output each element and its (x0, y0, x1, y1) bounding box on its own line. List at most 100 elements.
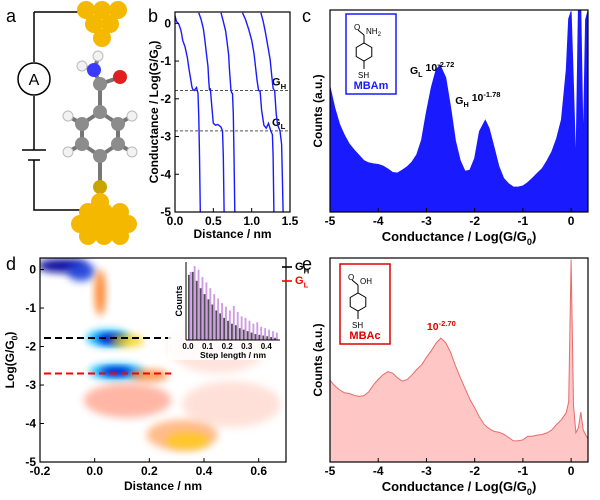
y-tick-label: -5 (160, 205, 171, 219)
bottom-group-label: SH (358, 71, 369, 80)
peak-label: GL 10-2.72 (410, 60, 454, 79)
ammeter-icon (17, 62, 51, 96)
inset-bar (187, 274, 190, 340)
inset-x-axis-label: Step length / nm (200, 350, 267, 360)
carbon-atom (93, 149, 107, 163)
heatmap-blob (165, 432, 210, 450)
inset-bar (270, 337, 273, 340)
inset-bar (238, 328, 241, 340)
molecule-inset (339, 263, 391, 345)
panel-label-c: c (302, 6, 311, 26)
conductance-trace (198, 12, 225, 213)
hydrogen-atom (92, 50, 104, 62)
oxygen-atom (113, 70, 127, 84)
histogram-area (329, 259, 589, 463)
inset-bar (195, 280, 198, 340)
x-tick-label: 0.0 (86, 464, 103, 478)
conductance-trace (241, 12, 275, 213)
inset-x-tick-label: 0.3 (241, 342, 253, 351)
hydrogen-atom (62, 110, 74, 122)
carbon-atom (75, 137, 89, 151)
top-group-label: OH (360, 277, 372, 286)
molecule-name: MBAm (354, 80, 389, 92)
gold-electrode-bottom (71, 193, 137, 245)
molecule-name: MBAc (349, 330, 380, 342)
panel-label-e: e (302, 254, 312, 274)
x-axis-label: Conductance / Log(G/G0) (382, 479, 537, 497)
heatmap-blob (94, 269, 106, 316)
inset-bar (207, 299, 210, 340)
heatmap-blob (182, 381, 281, 428)
carbonyl-o: O (354, 23, 360, 32)
inset-bar (213, 294, 216, 340)
carbonyl-o: O (348, 273, 354, 282)
y-tick-label: -4 (160, 167, 171, 181)
inset-bar (225, 306, 227, 340)
chart-c-histogram-mbam: -5 -4 -3 -2 -1 0 Conductance / Log(G/G0) Counts… (311, 9, 589, 247)
x-tick-label: 0.5 (205, 214, 222, 228)
x-axis-label: Conductance / Log(G/G0) (382, 229, 537, 247)
x-axis-label: Distance / nm (124, 479, 202, 493)
peak-label: 10-2.70 (427, 319, 456, 333)
x-tick-label: -5 (325, 214, 336, 228)
x-tick-label: -1 (518, 214, 529, 228)
x-tick-label: 0.2 (141, 464, 158, 478)
top-group-label: NH2 (366, 27, 382, 38)
y-tick-label: -2 (160, 92, 171, 106)
conductance-trace (220, 12, 236, 213)
x-tick-label: -4 (373, 214, 384, 228)
peak-label: GH 10-1.78 (455, 90, 500, 109)
x-axis-label: Distance / nm (193, 227, 271, 241)
plot-frame (174, 11, 291, 213)
nitrogen-atom (87, 63, 101, 77)
carbon-atom (93, 77, 107, 91)
panel-label-a: a (6, 6, 17, 26)
carbon-atom (75, 117, 89, 131)
inset-bar (231, 323, 233, 340)
inset-bar (242, 329, 245, 340)
plot-frame (39, 257, 287, 463)
x-tick-label: -3 (421, 464, 432, 478)
x-tick-label: 1.5 (282, 214, 299, 228)
legend-label: GH (295, 261, 310, 275)
inset-y-axis-label: Counts (174, 286, 184, 317)
bond-line (357, 29, 365, 36)
y-tick-label: -5 (25, 455, 36, 469)
hydrogen-atom (126, 110, 138, 122)
x-tick-label: -2 (469, 464, 480, 478)
inset-bar (264, 328, 267, 340)
inset-bar (205, 282, 208, 340)
hydrogen-atom (126, 146, 138, 158)
inset-bar (211, 304, 214, 340)
ammeter-symbol: A (29, 72, 40, 89)
x-tick-label: -3 (421, 214, 432, 228)
inset-bar (260, 326, 263, 340)
inset-bar (234, 325, 237, 340)
inset-bar (248, 320, 251, 340)
inset-bar (201, 277, 204, 340)
y-tick-label: -3 (25, 378, 36, 392)
carbon-atom (111, 117, 125, 131)
reference-line-label: GH (272, 76, 287, 90)
inset-bar (199, 288, 202, 340)
inset-bar (217, 298, 220, 340)
inset-bar (191, 271, 194, 340)
y-axis-label: Counts (a.u.) (311, 323, 325, 396)
inset-bar (252, 323, 255, 340)
plot-frame (329, 9, 589, 213)
panel-label-b: b (148, 6, 158, 26)
y-tick-label: -1 (160, 54, 171, 68)
inset-bar (228, 310, 231, 340)
gold-electrode-top (77, 1, 127, 47)
inset-bar (232, 305, 235, 340)
inset-bar (256, 322, 259, 340)
histogram-area (329, 9, 589, 213)
legend-label: GL (295, 275, 309, 289)
x-tick-label: 0.0 (167, 214, 184, 228)
y-tick-label: -2 (25, 340, 36, 354)
inset-bar (254, 334, 257, 340)
inset-bar (246, 331, 249, 340)
inset-bar (221, 303, 223, 340)
x-tick-label: -1 (518, 464, 529, 478)
